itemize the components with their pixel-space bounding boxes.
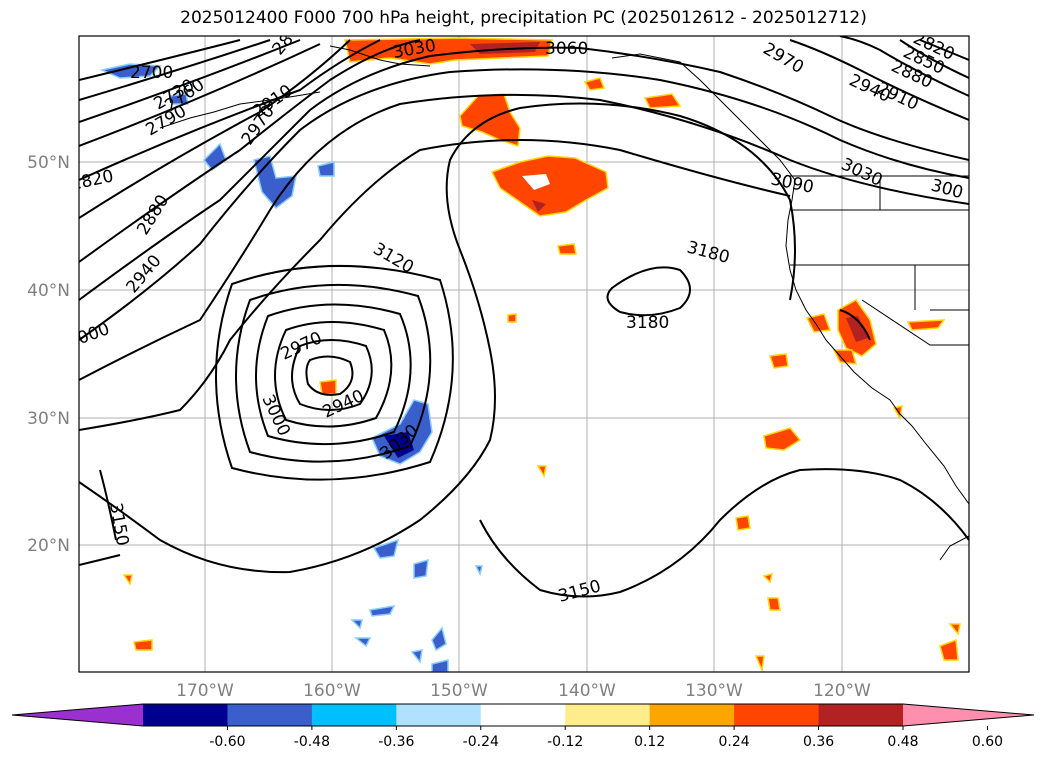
colorbar-segment <box>396 704 482 726</box>
colorbar: -0.60 -0.48 -0.36 -0.24 -0.12 0.12 0.24 0.36 0.4… <box>11 703 1035 750</box>
lat-label: 20°N <box>27 536 70 556</box>
lat-label: 50°N <box>27 153 70 173</box>
longitude-labels: 170°W 160°W 150°W 140°W 130°W 120°W <box>176 681 871 701</box>
colorbar-outline <box>11 703 1035 727</box>
colorbar-tick-label: 0.36 <box>803 734 834 750</box>
contour-label: 2700 <box>130 63 173 83</box>
colorbar-segment <box>649 704 735 726</box>
colorbar-tick-label: 0.24 <box>719 734 750 750</box>
coastlines <box>159 45 969 561</box>
contour-label: 3060 <box>545 39 588 59</box>
colorbar-segment <box>311 704 397 726</box>
colorbar-segment <box>818 704 904 726</box>
lon-label: 140°W <box>558 681 616 701</box>
colorbar-tick-label: -0.36 <box>378 734 414 750</box>
colorbar-tick-label: 0.48 <box>887 734 918 750</box>
lon-label: 130°W <box>685 681 743 701</box>
latitude-labels: 50°N 40°N 30°N 20°N <box>27 153 70 556</box>
lon-label: 120°W <box>813 681 871 701</box>
colorbar-tick-label: -0.12 <box>547 734 583 750</box>
lon-label: 150°W <box>430 681 488 701</box>
colorbar-extend-low <box>12 704 143 726</box>
precip-positive-shading <box>122 37 961 672</box>
colorbar-tick-label: -0.24 <box>463 734 499 750</box>
colorbar-segment <box>480 704 566 726</box>
map-title: 2025012400 F000 700 hPa height, precipit… <box>180 8 867 28</box>
colorbar-segment <box>227 704 313 726</box>
height-contours <box>79 36 969 598</box>
plot-frame <box>78 35 970 673</box>
lat-label: 40°N <box>27 281 70 301</box>
colorbar-segment <box>565 704 651 726</box>
lon-label: 160°W <box>303 681 361 701</box>
colorbar-segment <box>143 704 228 726</box>
lat-label: 30°N <box>27 409 70 429</box>
lon-label: 170°W <box>176 681 234 701</box>
colorbar-tick-label: -0.48 <box>294 734 330 750</box>
colorbar-extend-high <box>903 704 1034 726</box>
colorbar-tick-label: 0.12 <box>634 734 665 750</box>
colorbar-tick-label: -0.60 <box>209 734 245 750</box>
colorbar-tick-label: 0.60 <box>972 734 1003 750</box>
colorbar-segment <box>734 704 820 726</box>
contour-label: 3180 <box>626 313 669 333</box>
